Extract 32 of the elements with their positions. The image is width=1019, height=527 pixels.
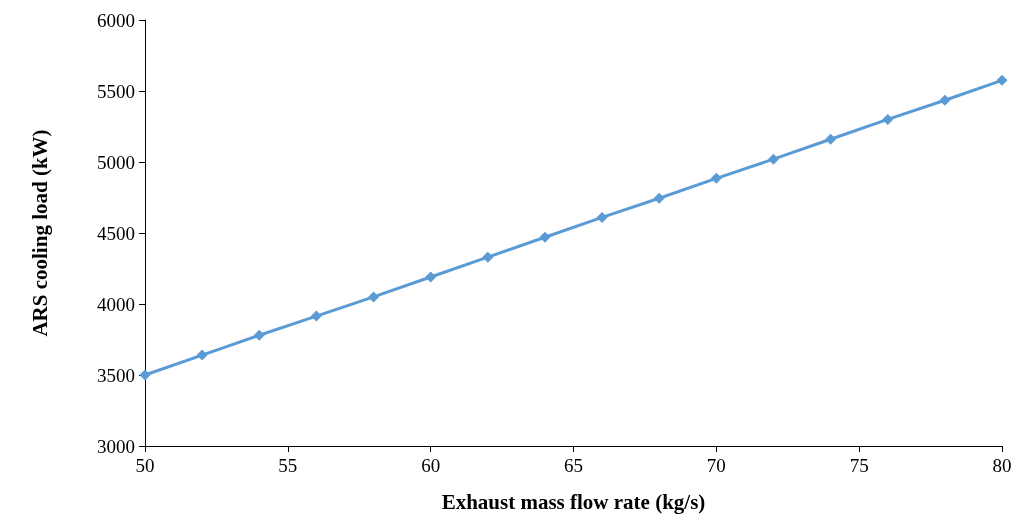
point [368, 291, 380, 303]
point [653, 192, 665, 204]
point [482, 251, 494, 263]
y-axis-title: ARS cooling load (kW) [27, 129, 52, 337]
x-tick-label: 60 [421, 455, 441, 476]
point [939, 94, 951, 106]
y-tick-label: 4000 [97, 293, 135, 315]
point [196, 349, 208, 361]
x-tick-label: 75 [849, 455, 869, 476]
x-tick-label: 55 [278, 455, 298, 476]
point [539, 231, 551, 243]
point [139, 369, 151, 381]
y-tick-label: 4500 [97, 222, 135, 244]
point [996, 74, 1008, 86]
y-tick-label: 5000 [97, 151, 135, 173]
x-tick-label: 50 [135, 455, 155, 476]
y-tick-label: 6000 [97, 9, 135, 31]
y-tick-label: 3000 [97, 435, 135, 457]
point [253, 329, 265, 341]
y-tick-label: 3500 [97, 364, 135, 386]
x-tick-label: 80 [992, 455, 1012, 476]
point [596, 211, 608, 223]
y-tick-label: 5500 [97, 80, 135, 102]
point [767, 153, 779, 165]
point [710, 172, 722, 184]
point [425, 271, 437, 283]
point [882, 113, 894, 125]
x-axis-title: Exhaust mass flow rate (kg/s) [441, 489, 706, 514]
x-tick-label: 65 [564, 455, 583, 476]
x-tick-label: 70 [706, 455, 726, 476]
point [825, 133, 837, 145]
point [310, 310, 322, 322]
